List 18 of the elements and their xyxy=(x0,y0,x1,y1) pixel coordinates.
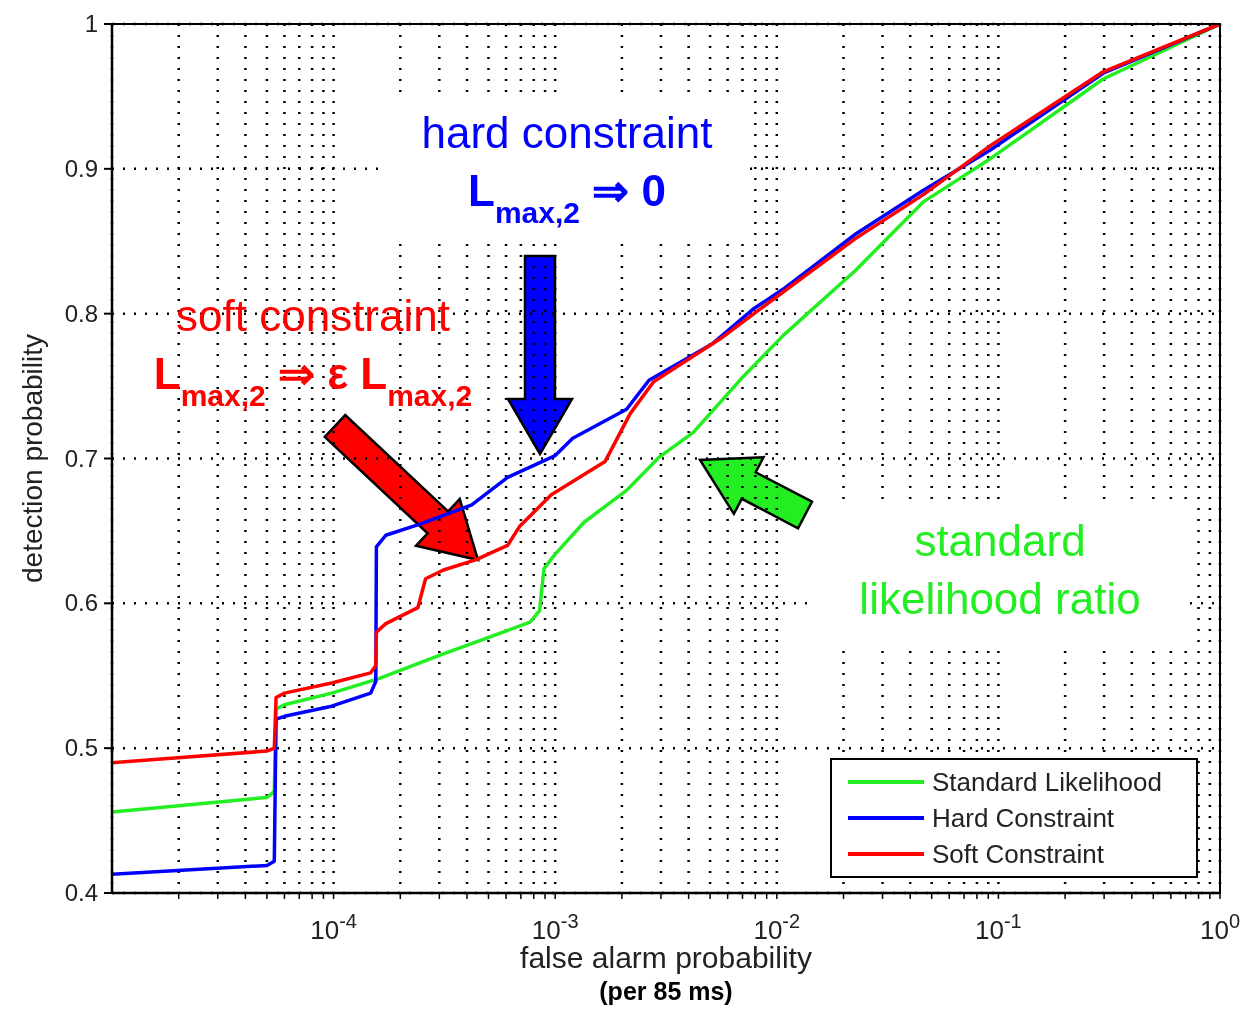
annotation: standard likelihood ratio xyxy=(859,516,1141,623)
legend-label: Standard Likelihood xyxy=(932,766,1162,798)
annotation: soft constraint L$_{max,2}$ ⇒ ε L$_{max,2}$ xyxy=(153,291,473,412)
y-tick-label: 0.9 xyxy=(64,154,98,182)
y-tick-label: 0.4 xyxy=(64,879,98,906)
x-tick-label: 10$^{-4}$ xyxy=(310,910,357,945)
y-tick-label: 1 xyxy=(84,10,98,37)
legend-label: Soft Constraint xyxy=(932,838,1104,870)
y-axis-title: detection probability xyxy=(17,333,48,584)
y-tick-label: 0.8 xyxy=(64,299,98,327)
y-tick-label: 0.6 xyxy=(64,589,98,617)
annotation: hard constraint L$_{max,2}$ ⇒ 0 xyxy=(421,108,713,229)
legend-label: Hard Constraint xyxy=(932,802,1115,834)
text: (per 85 ms) xyxy=(599,977,733,1005)
x-tick-label: 10$^{0}$ xyxy=(1199,910,1241,945)
x-tick-label: 10$^{-1}$ xyxy=(975,910,1022,945)
y-tick-label: 0.7 xyxy=(64,444,98,472)
y-tick-label: 0.5 xyxy=(64,734,98,762)
